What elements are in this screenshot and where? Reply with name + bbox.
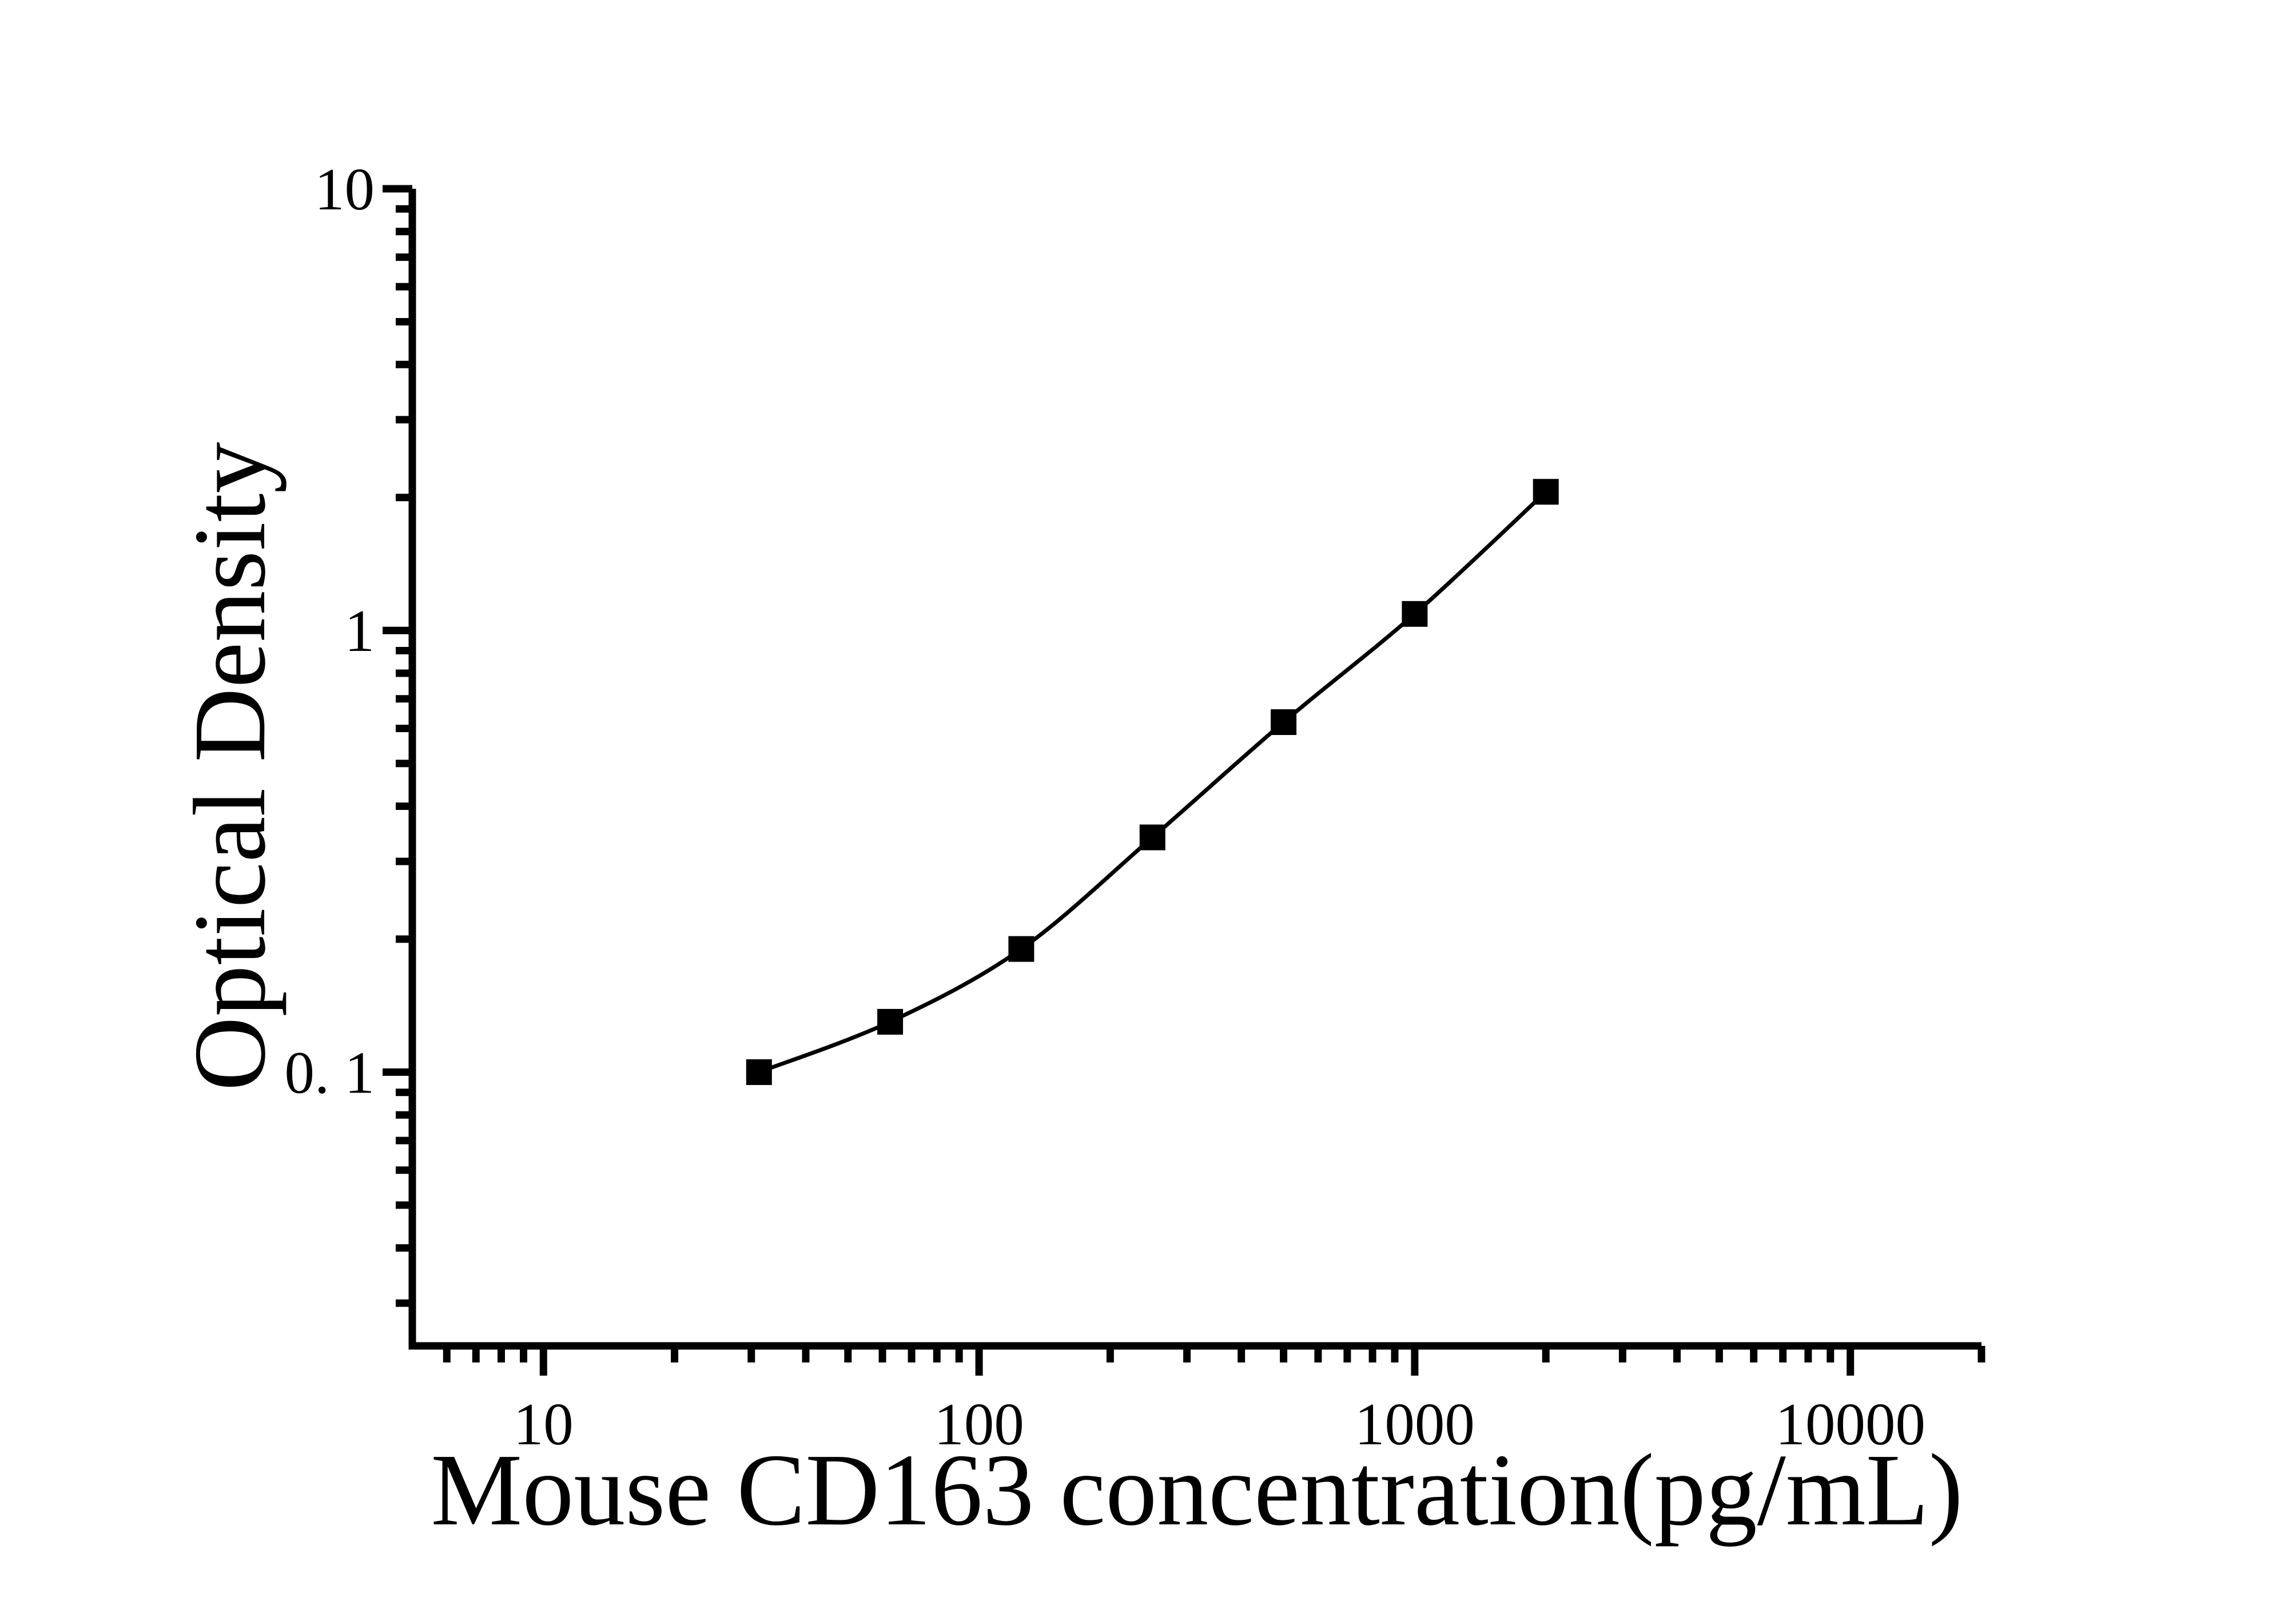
data-point-marker (1402, 601, 1428, 627)
axis-spines (408, 189, 1981, 1350)
data-point-marker (877, 1008, 904, 1035)
data-points (746, 479, 1559, 1085)
x-tick-label: 100 (934, 1391, 1024, 1457)
x-axis-tick-labels: 10 100 1000 10000 (514, 1391, 1925, 1457)
x-axis-major-ticks (539, 1346, 1855, 1376)
x-tick-label: 10000 (1775, 1391, 1925, 1457)
x-tick-label: 1000 (1355, 1391, 1475, 1457)
data-point-marker (1271, 709, 1297, 735)
y-axis-title: Optical Density (173, 442, 286, 1091)
x-axis-title: Mouse CD163 concentration(pg/mL) (431, 1433, 1963, 1547)
x-axis-minor-ticks (443, 1346, 1985, 1362)
data-point-marker (1008, 936, 1034, 962)
y-tick-label: 1 (345, 597, 375, 664)
x-tick-label: 10 (514, 1391, 574, 1457)
data-point-marker (1533, 479, 1559, 505)
data-point-marker (1139, 824, 1165, 851)
y-axis-major-ticks (383, 185, 412, 1076)
data-point-marker (746, 1059, 772, 1085)
y-tick-label: 0. 1 (285, 1039, 375, 1106)
y-tick-label: 10 (315, 156, 375, 223)
y-axis-tick-labels: 10 1 0. 1 (285, 156, 375, 1106)
